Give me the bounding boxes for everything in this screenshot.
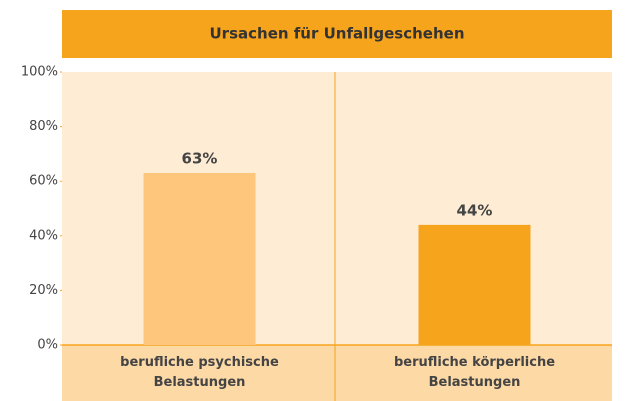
category-band	[62, 345, 612, 401]
y-tick-label: 60%	[29, 174, 58, 189]
y-tick-label: 0%	[37, 338, 58, 353]
x-tick-label: berufliche psychische Belastungen	[120, 355, 279, 390]
y-tick-label: 100%	[21, 65, 58, 80]
value-label: 44%	[457, 201, 493, 219]
y-tick-label: 20%	[29, 283, 58, 298]
chart-title: Ursachen für Unfallgeschehen	[210, 25, 465, 43]
value-label: 63%	[182, 150, 218, 168]
y-tick-label: 40%	[29, 228, 58, 243]
header-bar	[62, 10, 612, 58]
bar	[418, 224, 531, 345]
x-tick-label: berufliche körperliche Belastungen	[393, 355, 556, 390]
bar	[143, 173, 256, 345]
y-tick-label: 80%	[29, 119, 58, 134]
